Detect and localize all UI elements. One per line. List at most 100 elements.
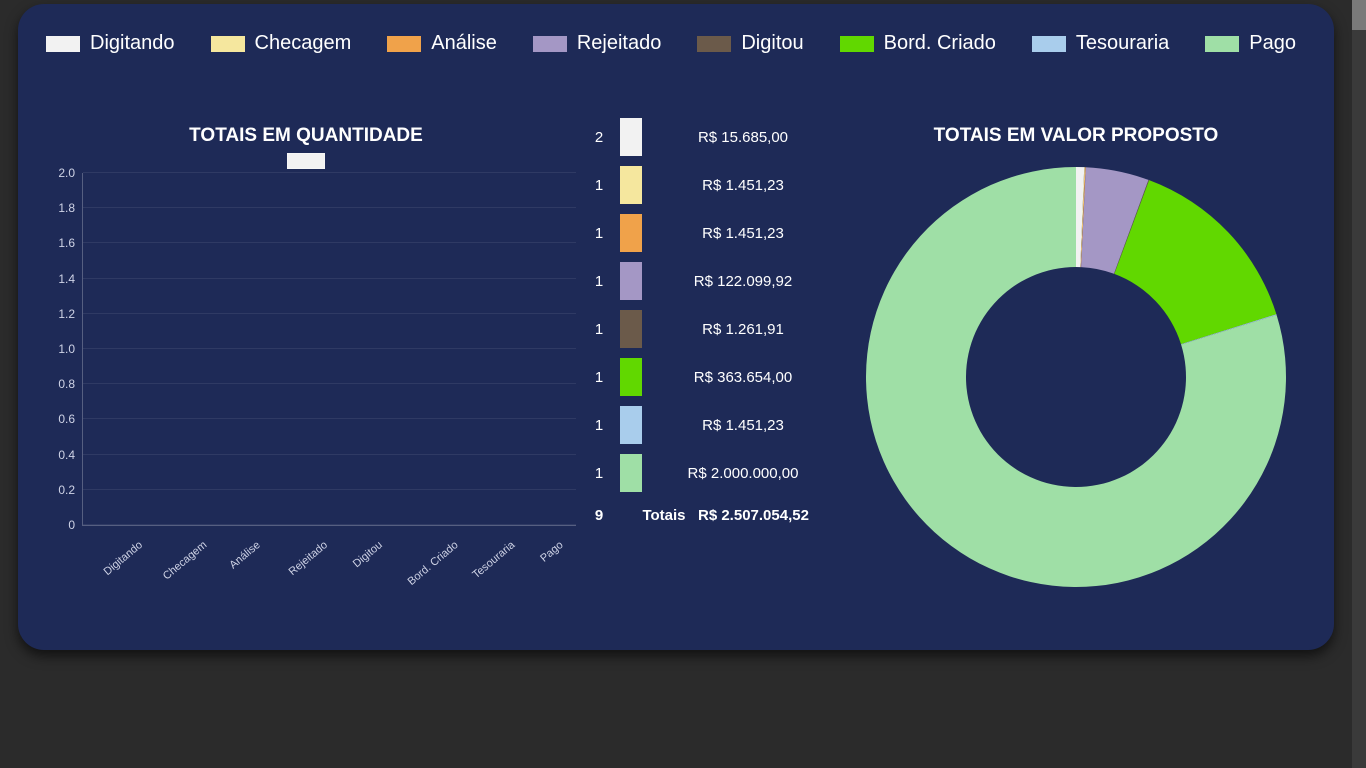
total-qty: 9 <box>586 507 612 524</box>
summary-qty: 1 <box>586 417 612 434</box>
summary-value: R$ 1.451,23 <box>650 177 836 194</box>
summary-swatch <box>620 454 642 492</box>
x-axis-label: Digitou <box>351 539 385 570</box>
gridline: 2.0 <box>83 172 576 173</box>
summary-row-pago: 1 R$ 2.000.000,00 <box>586 449 836 497</box>
legend-swatch <box>46 36 80 52</box>
legend-item-bordcriado[interactable]: Bord. Criado <box>840 32 996 55</box>
gridline: 0.2 <box>83 489 576 490</box>
gridline: 1.4 <box>83 278 576 279</box>
legend-item-pago[interactable]: Pago <box>1205 32 1296 55</box>
summary-value: R$ 363.654,00 <box>650 369 836 386</box>
summary-row-tesouraria: 1 R$ 1.451,23 <box>586 401 836 449</box>
x-axis-label: Rejeitado <box>286 539 329 578</box>
summary-swatch <box>620 166 642 204</box>
y-axis-label: 1.4 <box>58 272 83 286</box>
bar-chart-plot: DigitandoChecagemAnáliseRejeitadoDigitou… <box>82 173 576 526</box>
summary-qty: 2 <box>586 129 612 146</box>
summary-qty: 1 <box>586 321 612 338</box>
dashboard-card: Digitando Checagem Análise Rejeitado Digitou… <box>18 4 1334 650</box>
y-axis-label: 1.6 <box>58 236 83 250</box>
legend-swatch <box>697 36 731 52</box>
summary-value: R$ 1.451,23 <box>650 225 836 242</box>
legend-label: Análise <box>431 32 497 55</box>
total-label: Totais <box>634 507 694 524</box>
bar-chart-panel: TOTAIS EM QUANTIDADE DigitandoChecagemAn… <box>36 125 576 526</box>
total-value: R$ 2.507.054,52 <box>694 507 836 524</box>
legend-item-analise[interactable]: Análise <box>387 32 497 55</box>
summary-list: 2R$ 15.685,001R$ 1.451,231R$ 1.451,231R$… <box>586 113 836 524</box>
x-axis-label: Tesouraria <box>470 539 517 581</box>
summary-qty: 1 <box>586 177 612 194</box>
scrollbar-track[interactable] <box>1352 0 1366 768</box>
summary-value: R$ 15.685,00 <box>650 129 836 146</box>
gridline: 1.6 <box>83 242 576 243</box>
legend-swatch <box>1032 36 1066 52</box>
legend-label: Tesouraria <box>1076 32 1169 55</box>
legend-item-digitando[interactable]: Digitando <box>46 32 175 55</box>
y-axis-label: 1.2 <box>58 307 83 321</box>
bar-chart-title: TOTAIS EM QUANTIDADE <box>36 125 576 147</box>
y-axis-label: 0.6 <box>58 412 83 426</box>
summary-qty: 1 <box>586 273 612 290</box>
legend-label: Rejeitado <box>577 32 662 55</box>
summary-total-row: 9 TotaisR$ 2.507.054,52 <box>586 507 836 524</box>
legend-swatch <box>387 36 421 52</box>
gridline: 1.8 <box>83 207 576 208</box>
gridline: 1.0 <box>83 348 576 349</box>
legend-swatch <box>840 36 874 52</box>
summary-row-rejeitado: 1 R$ 122.099,92 <box>586 257 836 305</box>
summary-swatch <box>620 262 642 300</box>
x-axis-label: Pago <box>538 539 565 565</box>
x-axis-label: Análise <box>227 539 262 571</box>
legend-item-tesouraria[interactable]: Tesouraria <box>1032 32 1169 55</box>
summary-value: R$ 122.099,92 <box>650 273 836 290</box>
gridline: 0.8 <box>83 383 576 384</box>
donut-chart-panel: TOTAIS EM VALOR PROPOSTO <box>836 125 1316 597</box>
donut-chart-title: TOTAIS EM VALOR PROPOSTO <box>836 125 1316 147</box>
summary-swatch <box>620 310 642 348</box>
gridline: 0.6 <box>83 418 576 419</box>
x-axis-label: Bord. Criado <box>406 539 461 588</box>
gridline: 0 <box>83 524 576 525</box>
gridline: 0.4 <box>83 454 576 455</box>
summary-swatch <box>620 214 642 252</box>
y-axis-label: 0.4 <box>58 448 83 462</box>
summary-row-analise: 1 R$ 1.451,23 <box>586 209 836 257</box>
y-axis-label: 2.0 <box>58 166 83 180</box>
summary-value: R$ 1.451,23 <box>650 417 836 434</box>
y-axis-label: 1.0 <box>58 342 83 356</box>
legend-label: Bord. Criado <box>884 32 996 55</box>
gridline: 1.2 <box>83 313 576 314</box>
legend-swatch <box>1205 36 1239 52</box>
y-axis-label: 0.2 <box>58 483 83 497</box>
summary-qty: 1 <box>586 369 612 386</box>
donut-chart <box>856 157 1296 597</box>
scrollbar-thumb[interactable] <box>1352 0 1366 30</box>
y-axis-label: 0.8 <box>58 377 83 391</box>
summary-row-bordcriado: 1 R$ 363.654,00 <box>586 353 836 401</box>
legend-label: Checagem <box>255 32 352 55</box>
summary-qty: 1 <box>586 465 612 482</box>
summary-row-digitando: 2 R$ 15.685,00 <box>586 113 836 161</box>
legend-label: Pago <box>1249 32 1296 55</box>
summary-swatch <box>620 406 642 444</box>
summary-value: R$ 2.000.000,00 <box>650 465 836 482</box>
legend-item-rejeitado[interactable]: Rejeitado <box>533 32 662 55</box>
y-axis-label: 1.8 <box>58 201 83 215</box>
summary-qty: 1 <box>586 225 612 242</box>
legend-label: Digitando <box>90 32 175 55</box>
summary-swatch <box>620 358 642 396</box>
x-axis-label: Digitando <box>101 539 144 578</box>
y-axis-label: 0 <box>68 518 83 532</box>
x-axis-label: Checagem <box>161 539 209 582</box>
legend-label: Digitou <box>741 32 803 55</box>
legend-item-checagem[interactable]: Checagem <box>211 32 352 55</box>
summary-swatch <box>620 118 642 156</box>
summary-row-checagem: 1 R$ 1.451,23 <box>586 161 836 209</box>
legend: Digitando Checagem Análise Rejeitado Digitou… <box>18 4 1334 55</box>
legend-swatch <box>533 36 567 52</box>
legend-item-digitou[interactable]: Digitou <box>697 32 803 55</box>
summary-row-digitou: 1R$ 1.261,91 <box>586 305 836 353</box>
legend-swatch <box>211 36 245 52</box>
